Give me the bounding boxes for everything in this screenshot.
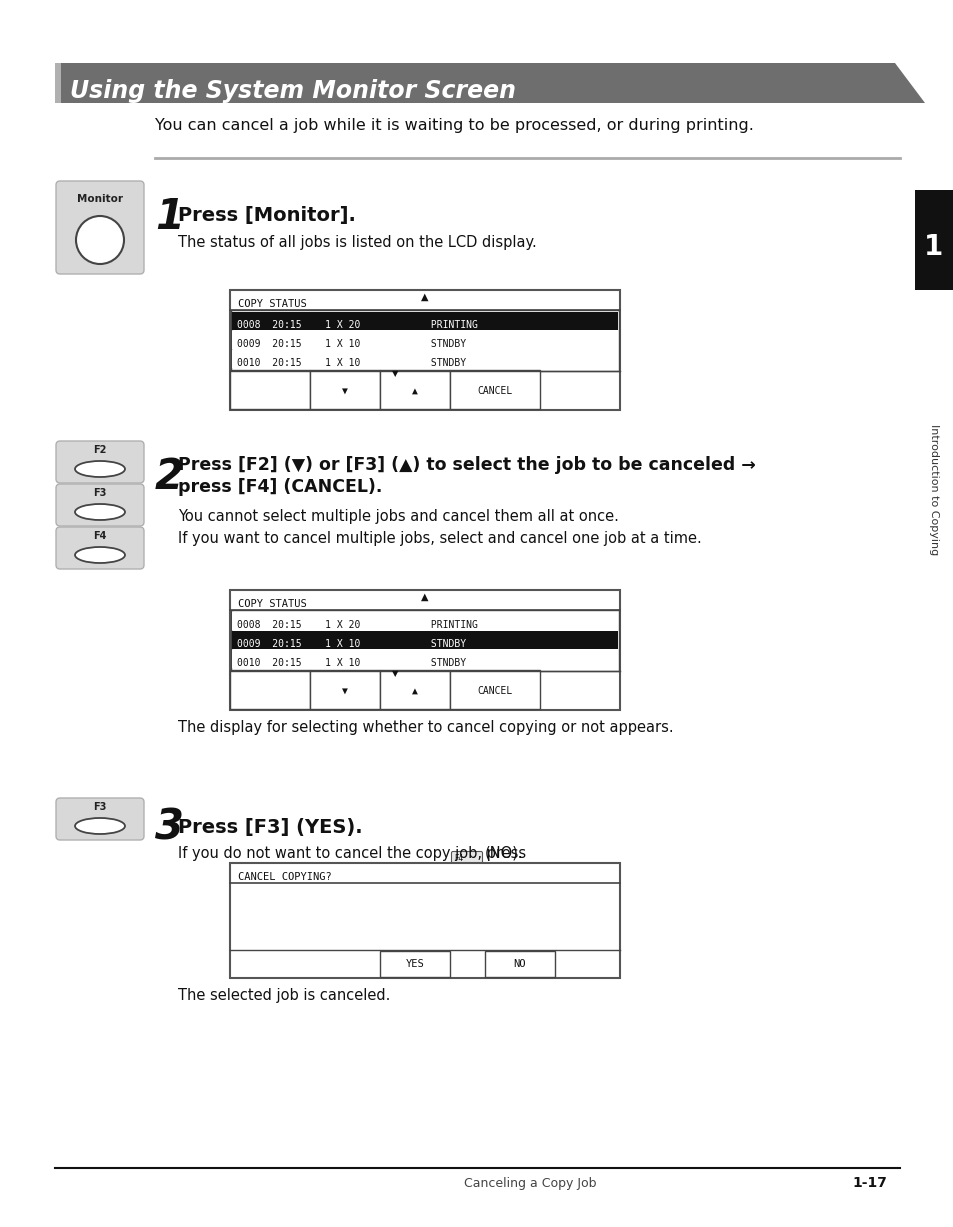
Text: Using the System Monitor Screen: Using the System Monitor Screen: [70, 79, 516, 103]
Text: ▼: ▼: [342, 387, 348, 396]
Text: F3: F3: [93, 488, 107, 498]
Polygon shape: [55, 63, 924, 103]
Text: Press [Monitor].: Press [Monitor].: [178, 205, 355, 225]
Bar: [310, 670, 379, 709]
Text: press [F4] (CANCEL).: press [F4] (CANCEL).: [178, 479, 382, 496]
Bar: [450, 371, 539, 409]
Text: COPY STATUS: COPY STATUS: [237, 299, 307, 309]
Bar: [230, 863, 619, 978]
Bar: [310, 371, 379, 409]
Text: F2: F2: [93, 445, 107, 455]
Bar: [232, 650, 618, 667]
Bar: [914, 190, 953, 290]
Bar: [55, 63, 61, 103]
Text: F4: F4: [93, 531, 107, 541]
Text: Monitor: Monitor: [77, 194, 123, 204]
Ellipse shape: [75, 461, 125, 477]
Text: F4: F4: [454, 854, 463, 863]
Text: CANCEL: CANCEL: [476, 686, 512, 696]
Bar: [379, 951, 450, 977]
Bar: [484, 951, 555, 977]
Bar: [230, 290, 619, 410]
Text: ▼: ▼: [392, 669, 397, 679]
Text: The display for selecting whether to cancel copying or not appears.: The display for selecting whether to can…: [178, 720, 673, 735]
Text: 0008  20:15    1 X 20            PRINTING: 0008 20:15 1 X 20 PRINTING: [236, 320, 477, 330]
Text: CANCEL: CANCEL: [476, 387, 512, 396]
Text: 0008  20:15    1 X 20            PRINTING: 0008 20:15 1 X 20 PRINTING: [236, 620, 477, 629]
Bar: [232, 350, 618, 368]
Ellipse shape: [75, 504, 125, 520]
Bar: [232, 312, 618, 330]
FancyBboxPatch shape: [56, 798, 144, 840]
FancyBboxPatch shape: [56, 483, 144, 526]
Ellipse shape: [75, 818, 125, 834]
FancyBboxPatch shape: [451, 852, 482, 867]
Text: If you do not want to cancel the copy job, press: If you do not want to cancel the copy jo…: [178, 845, 525, 861]
FancyBboxPatch shape: [56, 528, 144, 569]
Text: ▲: ▲: [412, 387, 417, 396]
Text: 0010  20:15    1 X 10            STNDBY: 0010 20:15 1 X 10 STNDBY: [236, 358, 466, 368]
Bar: [232, 331, 618, 348]
Text: 3: 3: [154, 807, 184, 849]
Bar: [231, 610, 618, 671]
Text: 2: 2: [154, 456, 184, 498]
Text: 0009  20:15    1 X 10            STNDBY: 0009 20:15 1 X 10 STNDBY: [236, 639, 466, 649]
Circle shape: [76, 216, 124, 264]
Text: 1: 1: [154, 196, 184, 238]
Text: Press [F2] (▼) or [F3] (▲) to select the job to be canceled →: Press [F2] (▼) or [F3] (▲) to select the…: [178, 456, 755, 474]
Bar: [379, 670, 450, 709]
Text: F3: F3: [93, 802, 107, 812]
Text: ▼: ▼: [392, 369, 397, 378]
FancyBboxPatch shape: [56, 440, 144, 483]
Text: ▲: ▲: [421, 292, 428, 302]
Text: ▲: ▲: [421, 591, 428, 602]
Text: ▼: ▼: [342, 686, 348, 696]
Bar: [230, 371, 310, 409]
Text: Introduction to Copying: Introduction to Copying: [928, 425, 938, 556]
FancyBboxPatch shape: [56, 182, 144, 274]
Text: Canceling a Copy Job: Canceling a Copy Job: [463, 1177, 596, 1190]
Bar: [230, 670, 310, 709]
Bar: [231, 310, 618, 371]
Text: The selected job is canceled.: The selected job is canceled.: [178, 988, 390, 1002]
Text: YES: YES: [405, 960, 424, 969]
Bar: [232, 612, 618, 629]
Text: Press [F3] (YES).: Press [F3] (YES).: [178, 818, 362, 838]
Text: You can cancel a job while it is waiting to be processed, or during printing.: You can cancel a job while it is waiting…: [154, 118, 753, 133]
Text: 0010  20:15    1 X 10            STNDBY: 0010 20:15 1 X 10 STNDBY: [236, 658, 466, 667]
Bar: [379, 371, 450, 409]
Text: 1-17: 1-17: [852, 1175, 886, 1190]
Text: You cannot select multiple jobs and cancel them all at once.: You cannot select multiple jobs and canc…: [178, 509, 618, 524]
Text: CANCEL COPYING?: CANCEL COPYING?: [237, 872, 332, 882]
Text: If you want to cancel multiple jobs, select and cancel one job at a time.: If you want to cancel multiple jobs, sel…: [178, 531, 701, 546]
Text: (NO).: (NO).: [484, 845, 523, 861]
Bar: [232, 631, 618, 649]
Text: 1: 1: [923, 233, 943, 261]
Text: ▲: ▲: [412, 686, 417, 696]
Bar: [230, 590, 619, 710]
Bar: [450, 670, 539, 709]
Text: The status of all jobs is listed on the LCD display.: The status of all jobs is listed on the …: [178, 236, 537, 250]
Text: 0009  20:15    1 X 10            STNDBY: 0009 20:15 1 X 10 STNDBY: [236, 339, 466, 348]
Text: COPY STATUS: COPY STATUS: [237, 599, 307, 609]
Text: NO: NO: [514, 960, 526, 969]
Ellipse shape: [75, 547, 125, 563]
